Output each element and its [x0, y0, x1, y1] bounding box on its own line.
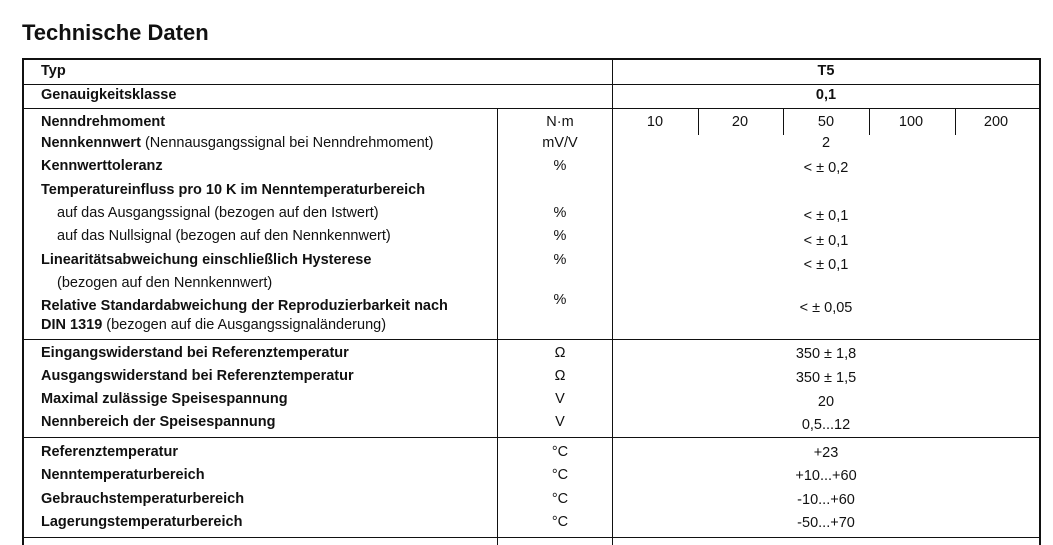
spec-unit: °C — [551, 467, 569, 483]
label-bold: Kennwerttoleranz — [41, 158, 163, 174]
label-rest: (Nennausgangssignal bei Nenndrehmoment) — [140, 135, 434, 151]
spec-label: Maximal zulässige Speisespannung — [41, 391, 288, 407]
spec-unit: Ω — [554, 345, 566, 361]
spec-unit: mV/V — [542, 135, 578, 151]
spec-value: 350 ± 1,8 — [795, 346, 857, 362]
spec-unit: °C — [551, 514, 569, 530]
label-rest: auf das Ausgangssignal (bezogen auf den … — [57, 205, 379, 221]
spec-value: +23 — [813, 445, 839, 461]
torque-value: 200 — [983, 114, 1009, 130]
label-rest: (bezogen auf die Ausgangssignaländerung) — [102, 317, 387, 333]
unit-column-divider — [497, 108, 498, 545]
spec-label: DIN 1319 (bezogen auf die Ausgangssignal… — [41, 316, 386, 334]
row-divider — [22, 108, 1041, 109]
spec-unit: % — [553, 228, 567, 244]
label-bold: Temperatureinfluss pro 10 K im Nenntempe… — [41, 182, 426, 198]
torque-value: 10 — [646, 114, 664, 130]
label-bold: Linearitätsabweichung einschließlich Hys… — [41, 252, 372, 268]
table-left-border — [22, 58, 24, 545]
spec-label: Temperatureinfluss pro 10 K im Nenntempe… — [41, 181, 425, 199]
spec-label: Gebrauchstemperaturbereich — [41, 491, 245, 507]
torque-value: 50 — [817, 114, 835, 130]
spec-unit: % — [553, 158, 567, 174]
spec-unit: % — [553, 292, 567, 308]
label-rest: auf das Nullsignal (bezogen auf den Nenn… — [57, 228, 391, 244]
spec-label: Lagerungstemperaturbereich — [41, 514, 243, 530]
spec-label: auf das Ausgangssignal (bezogen auf den … — [57, 204, 379, 222]
torque-value: 100 — [898, 114, 924, 130]
row-divider — [22, 84, 1041, 85]
torque-divider — [783, 108, 784, 135]
class-value: 0,1 — [815, 87, 837, 103]
torque-value: 20 — [731, 114, 749, 130]
row-divider — [22, 437, 1041, 438]
spec-unit: Ω — [554, 368, 566, 384]
spec-label: Nennkennwert (Nennausgangssignal bei Nen… — [41, 134, 434, 152]
spec-label: Linearitätsabweichung einschließlich Hys… — [41, 251, 371, 269]
typ-label: Typ — [41, 63, 66, 79]
spec-unit: °C — [551, 444, 569, 460]
label-bold: Relative Standardabweichung der Reproduz… — [41, 298, 448, 314]
value-column-divider — [612, 58, 613, 545]
spec-label: Referenztemperatur — [41, 444, 178, 460]
spec-value: +10...+60 — [795, 468, 857, 484]
label-bold: DIN 1319 — [41, 317, 103, 333]
spec-value: -10...+60 — [797, 492, 855, 508]
table-top-border — [22, 58, 1041, 60]
spec-value: 2 — [821, 135, 831, 151]
torque-unit: N·m — [546, 114, 574, 130]
spec-label: Kennwerttoleranz — [41, 157, 163, 175]
spec-value: < ± 0,1 — [803, 208, 849, 224]
spec-value: < ± 0,1 — [803, 257, 849, 273]
typ-value: T5 — [817, 63, 835, 79]
row-divider — [22, 537, 1041, 538]
spec-unit: V — [555, 414, 565, 430]
spec-label: Relative Standardabweichung der Reproduz… — [41, 297, 448, 315]
page-title: Technische Daten — [22, 20, 209, 45]
spec-label: Nennbereich der Speisespannung — [41, 414, 276, 430]
spec-value: < ± 0,2 — [803, 160, 849, 176]
spec-label: Ausgangswiderstand bei Referenztemperatu… — [41, 368, 354, 384]
spec-unit: % — [553, 205, 567, 221]
class-label: Genauigkeitsklasse — [41, 87, 177, 103]
torque-label: Nenndrehmoment — [41, 114, 166, 130]
spec-value: 350 ± 1,5 — [795, 370, 857, 386]
torque-divider — [698, 108, 699, 135]
spec-label: Eingangswiderstand bei Referenztemperatu… — [41, 345, 349, 361]
spec-label: Nenntemperaturbereich — [41, 467, 205, 483]
spec-value: -50...+70 — [797, 515, 855, 531]
torque-divider — [955, 108, 956, 135]
spec-unit: % — [553, 252, 567, 268]
torque-divider — [869, 108, 870, 135]
spec-label: (bezogen auf den Nennkennwert) — [57, 274, 272, 292]
spec-unit: V — [555, 391, 565, 407]
spec-label: auf das Nullsignal (bezogen auf den Nenn… — [57, 227, 391, 245]
spec-unit: °C — [551, 491, 569, 507]
spec-value: < ± 0,1 — [803, 233, 849, 249]
label-rest: (bezogen auf den Nennkennwert) — [57, 275, 273, 291]
label-bold: Nennkennwert — [41, 135, 141, 151]
row-divider — [22, 339, 1041, 340]
table-right-border — [1039, 58, 1041, 545]
spec-value: 0,5...12 — [801, 417, 851, 433]
spec-value: < ± 0,05 — [799, 300, 853, 316]
spec-value: 20 — [817, 394, 835, 410]
